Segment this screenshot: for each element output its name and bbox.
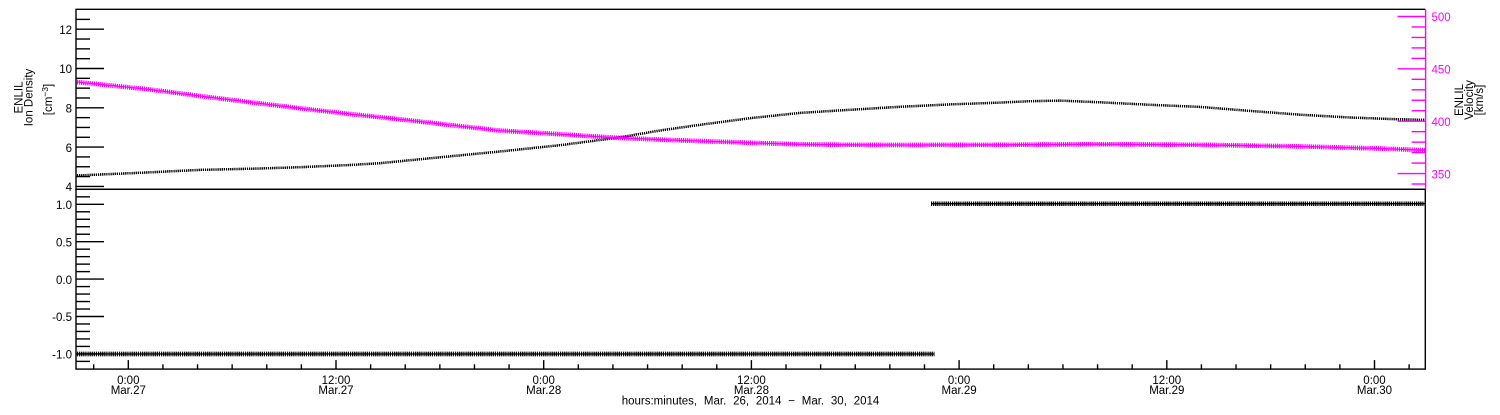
svg-text:-1.0: -1.0 <box>52 350 72 362</box>
svg-text:hours:minutes, Mar. 26, 2014 −: hours:minutes, Mar. 26, 2014 − Mar. 30, … <box>622 396 880 408</box>
svg-text:400: 400 <box>1432 117 1451 129</box>
svg-text:450: 450 <box>1432 65 1451 77</box>
svg-text:350: 350 <box>1432 169 1451 181</box>
svg-text:Mar.28: Mar.28 <box>526 385 561 397</box>
svg-text:Mar.29: Mar.29 <box>942 385 977 397</box>
svg-text:12:00: 12:00 <box>1152 375 1181 387</box>
svg-text:8: 8 <box>66 104 72 116</box>
svg-text:ENLIL: ENLIL <box>1454 83 1466 116</box>
svg-text:0:00: 0:00 <box>117 375 139 387</box>
svg-text:ENLIL: ENLIL <box>13 81 25 114</box>
svg-text:[km/s]: [km/s] <box>1474 85 1486 116</box>
svg-text:0.0: 0.0 <box>56 275 72 287</box>
svg-text:12:00: 12:00 <box>737 375 766 387</box>
svg-text:Mar.30: Mar.30 <box>1357 385 1392 397</box>
svg-text:12: 12 <box>59 25 72 37</box>
svg-text:1.0: 1.0 <box>56 200 72 212</box>
svg-text:0:00: 0:00 <box>948 375 970 387</box>
svg-text:4: 4 <box>66 182 73 194</box>
svg-text:Mar.29: Mar.29 <box>1149 385 1184 397</box>
svg-text:Mar.27: Mar.27 <box>111 385 146 397</box>
svg-text:12:00: 12:00 <box>322 375 351 387</box>
svg-text:10: 10 <box>59 64 72 76</box>
svg-text:Mar.27: Mar.27 <box>318 385 353 397</box>
svg-text:Ion Density: Ion Density <box>23 68 35 126</box>
svg-text:0:00: 0:00 <box>1363 375 1385 387</box>
svg-text:-0.5: -0.5 <box>52 312 72 324</box>
svg-text:Mar.28: Mar.28 <box>734 385 769 397</box>
svg-text:500: 500 <box>1432 12 1451 24</box>
svg-text:Velocity: Velocity <box>1464 80 1476 120</box>
svg-text:0.5: 0.5 <box>56 237 72 249</box>
svg-text:0:00: 0:00 <box>533 375 555 387</box>
svg-text:6: 6 <box>66 143 72 155</box>
